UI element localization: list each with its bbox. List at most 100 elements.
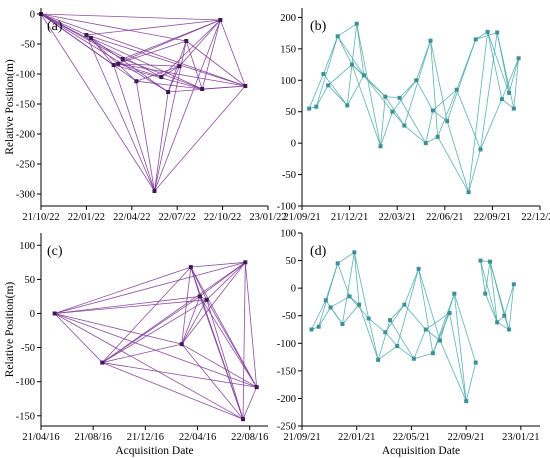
network-edge bbox=[318, 307, 331, 327]
panel-c: 100 50 0 -50 -100 -150 21/04/16 21/08/16 21/12/1… bbox=[4, 233, 268, 457]
network-edge bbox=[368, 318, 386, 333]
data-point bbox=[352, 250, 357, 255]
network-edge bbox=[396, 268, 420, 347]
network-edge bbox=[399, 97, 427, 144]
y-tick-label: -100 bbox=[16, 377, 35, 388]
data-point bbox=[316, 324, 321, 329]
data-point bbox=[445, 119, 450, 124]
network-edge bbox=[86, 34, 155, 192]
x-axis-title: Acquisition Date bbox=[115, 445, 193, 457]
network-edge bbox=[380, 111, 393, 147]
network-edge bbox=[501, 58, 519, 100]
network-edge bbox=[102, 362, 244, 420]
network-edge bbox=[337, 36, 365, 76]
data-point bbox=[120, 57, 125, 61]
network-edge bbox=[453, 293, 477, 363]
y-tick-label: -300 bbox=[16, 190, 35, 201]
network-edge bbox=[135, 81, 155, 192]
panel-label: (b) bbox=[310, 19, 327, 34]
y-tick-label: -250 bbox=[277, 422, 296, 433]
network-edge bbox=[244, 262, 258, 388]
data-point bbox=[435, 134, 440, 139]
network-edge bbox=[308, 73, 324, 109]
network-edge bbox=[201, 19, 221, 90]
y-tick-label: 150 bbox=[280, 44, 296, 55]
x-tick-label: 22/09/21 bbox=[474, 212, 511, 223]
data-point bbox=[423, 141, 428, 146]
network-edge bbox=[432, 293, 455, 354]
network-edge bbox=[377, 320, 391, 360]
network-edge bbox=[489, 261, 498, 323]
network-edge bbox=[101, 266, 192, 363]
data-point bbox=[349, 62, 354, 67]
data-point bbox=[314, 104, 319, 109]
network-edge bbox=[181, 296, 201, 345]
network-edge bbox=[40, 13, 169, 93]
data-point bbox=[414, 78, 419, 83]
data-point bbox=[495, 320, 500, 325]
network-edge bbox=[185, 40, 203, 90]
y-tick-label: 0 bbox=[291, 284, 296, 295]
network-edge bbox=[446, 121, 469, 193]
network-edge bbox=[513, 58, 519, 109]
network-edge bbox=[484, 293, 498, 323]
data-point bbox=[430, 108, 435, 113]
network-edge bbox=[413, 329, 427, 359]
data-point bbox=[326, 83, 331, 88]
network-edge bbox=[54, 261, 246, 314]
panel-label: (d) bbox=[310, 244, 327, 259]
network-edge bbox=[392, 111, 405, 126]
network-edge bbox=[242, 262, 246, 420]
network-edge bbox=[113, 64, 203, 90]
y-tick-label: 0 bbox=[30, 10, 35, 21]
network-edge bbox=[377, 345, 398, 361]
data-point bbox=[84, 33, 89, 37]
network-edge bbox=[403, 268, 419, 305]
data-point bbox=[428, 38, 433, 43]
network-edge bbox=[496, 32, 515, 109]
y-tick-label: -150 bbox=[16, 411, 35, 422]
y-axis-title: Relative Position(m) bbox=[4, 59, 16, 155]
network-edge bbox=[337, 23, 357, 37]
network-edge bbox=[40, 13, 187, 42]
data-point bbox=[323, 298, 328, 303]
data-point bbox=[395, 344, 400, 349]
data-point bbox=[347, 294, 352, 299]
network-edge bbox=[181, 299, 208, 345]
data-point bbox=[134, 79, 139, 84]
network-edge bbox=[437, 89, 458, 138]
network-edge bbox=[113, 64, 155, 192]
network-edge bbox=[342, 304, 360, 325]
network-edge bbox=[480, 260, 486, 294]
network-edge bbox=[219, 19, 246, 87]
data-point bbox=[478, 147, 483, 152]
network-edge bbox=[404, 304, 427, 330]
data-point bbox=[488, 259, 493, 264]
y-tick-label: -100 bbox=[277, 202, 296, 213]
data-point bbox=[116, 61, 121, 66]
data-point bbox=[52, 311, 57, 316]
data-point bbox=[335, 34, 340, 39]
network-edge bbox=[503, 284, 515, 316]
network-edge bbox=[487, 31, 510, 93]
x-tick-label: 23/01/21 bbox=[502, 432, 539, 443]
network-edge bbox=[480, 32, 498, 150]
y-tick-label: 100 bbox=[280, 229, 296, 240]
network-edge bbox=[190, 266, 258, 388]
network-edge bbox=[449, 312, 467, 402]
y-tick-label: -50 bbox=[21, 40, 35, 51]
data-point bbox=[397, 95, 402, 100]
network-edge bbox=[468, 149, 481, 193]
y-tick-label: -100 bbox=[277, 339, 296, 350]
network-edge bbox=[102, 343, 182, 363]
network-edge bbox=[489, 261, 510, 330]
network-edge bbox=[396, 345, 415, 360]
network-edge bbox=[358, 304, 379, 360]
network-edge bbox=[181, 262, 246, 345]
x-tick-label: 21/04/16 bbox=[22, 432, 59, 443]
x-tick-label: 22/09/21 bbox=[447, 432, 484, 443]
network-edge bbox=[453, 293, 467, 402]
y-tick-label: -100 bbox=[16, 70, 35, 81]
y-tick-label: 0 bbox=[30, 309, 35, 320]
network-edge bbox=[430, 40, 439, 137]
